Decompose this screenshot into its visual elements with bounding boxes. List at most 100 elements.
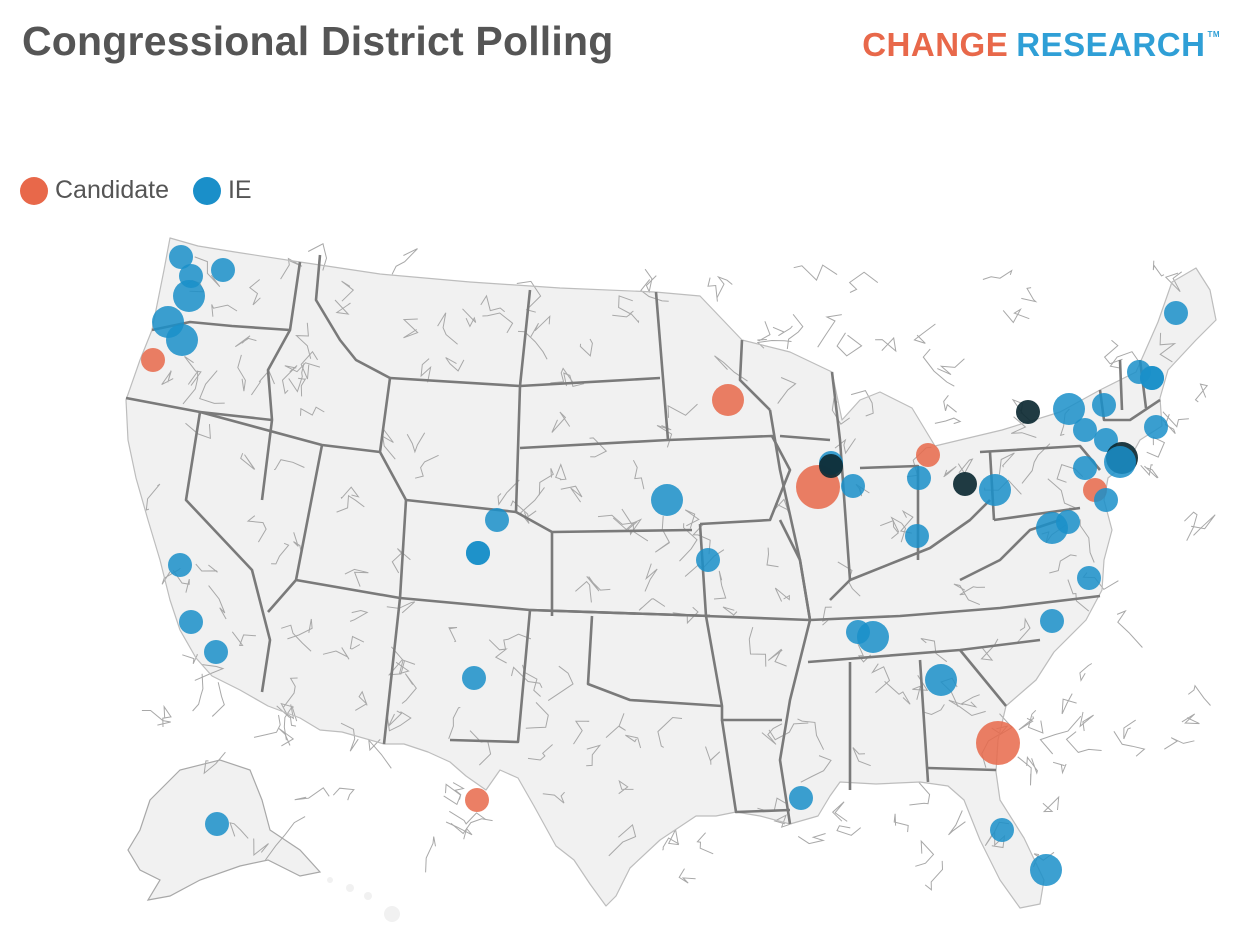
poll-marker-candidate[interactable]: [976, 721, 1020, 765]
poll-marker-ie[interactable]: [1073, 456, 1097, 480]
district-border-line: [530, 315, 551, 337]
district-border-line: [211, 682, 225, 717]
district-border-line: [692, 522, 711, 555]
poll-marker-ie[interactable]: [1144, 415, 1168, 439]
brand-logo: CHANGE RESEARCH TM: [862, 26, 1220, 64]
poll-marker-ie[interactable]: [1077, 566, 1101, 590]
district-border-line: [450, 818, 493, 835]
district-border-line: [538, 468, 554, 496]
poll-marker-ie[interactable]: [1104, 446, 1136, 478]
district-border-line: [1067, 579, 1090, 612]
district-border-line: [800, 755, 832, 783]
poll-marker-ie[interactable]: [204, 640, 228, 664]
poll-marker-ie[interactable]: [466, 541, 490, 565]
district-border-line: [1187, 684, 1211, 706]
poll-marker-ie[interactable]: [205, 812, 229, 836]
district-border-line: [1162, 414, 1176, 435]
poll-marker-ie[interactable]: [173, 280, 205, 312]
poll-marker-overlap[interactable]: [819, 454, 843, 478]
poll-marker-ie[interactable]: [462, 666, 486, 690]
sc-border: [958, 649, 1008, 707]
district-border-line: [248, 279, 261, 306]
district-border-line: [774, 587, 790, 602]
district-border-line: [920, 638, 948, 663]
district-border-line: [182, 653, 198, 665]
ie-marker-icon: [192, 176, 221, 205]
poll-marker-candidate[interactable]: [465, 788, 489, 812]
district-border-line: [1116, 609, 1143, 648]
district-border-line: [943, 394, 957, 413]
district-border-line: [293, 532, 303, 555]
poll-marker-ie[interactable]: [1030, 854, 1062, 886]
brand-logo-research: RESEARCH: [1016, 26, 1206, 63]
poll-marker-ie[interactable]: [651, 484, 683, 516]
district-border-line: [1164, 271, 1183, 293]
poll-marker-ie[interactable]: [1053, 393, 1085, 425]
district-border-line: [912, 675, 929, 700]
district-border-line: [497, 479, 520, 506]
district-border-line: [586, 744, 602, 767]
poll-marker-ie[interactable]: [979, 474, 1011, 506]
poll-marker-ie[interactable]: [841, 474, 865, 498]
district-border-line: [386, 711, 412, 732]
district-border-line: [768, 722, 809, 741]
poll-marker-ie[interactable]: [1092, 393, 1116, 417]
outline-border: [125, 237, 1217, 909]
poll-marker-ie[interactable]: [905, 524, 929, 548]
poll-marker-ie[interactable]: [857, 621, 889, 653]
district-border-line: [1052, 761, 1067, 775]
district-border-line: [667, 403, 698, 418]
poll-marker-ie[interactable]: [990, 818, 1014, 842]
district-border-line: [1164, 737, 1195, 750]
district-border-line: [280, 257, 303, 280]
district-border-line: [756, 339, 792, 349]
legend-item-candidate[interactable]: Candidate: [20, 176, 169, 205]
poll-marker-ie[interactable]: [907, 466, 931, 490]
district-border-line: [834, 438, 856, 455]
district-border-line: [836, 332, 863, 357]
district-border-line: [612, 313, 640, 324]
district-border-line: [295, 322, 312, 359]
candidate-marker-icon: [20, 176, 48, 205]
poll-marker-ie[interactable]: [211, 258, 235, 282]
poll-marker-overlap[interactable]: [1016, 400, 1040, 424]
poll-marker-ie[interactable]: [925, 664, 957, 696]
district-border-line: [1021, 443, 1051, 484]
poll-marker-ie[interactable]: [179, 610, 203, 634]
poll-marker-ie[interactable]: [485, 508, 509, 532]
poll-marker-ie[interactable]: [696, 548, 720, 572]
district-border-line: [283, 677, 298, 708]
legend-item-ie[interactable]: IE: [192, 176, 252, 205]
poll-marker-candidate[interactable]: [141, 348, 165, 372]
district-border-line: [797, 833, 826, 845]
poll-marker-ie[interactable]: [1094, 488, 1118, 512]
poll-marker-overlap[interactable]: [953, 472, 977, 496]
poll-marker-ie[interactable]: [168, 553, 192, 577]
poll-marker-ie[interactable]: [169, 245, 193, 269]
poll-marker-ie[interactable]: [1056, 510, 1080, 534]
district-border-line: [300, 350, 319, 380]
district-border-line: [831, 801, 848, 822]
nm-tx-line: [449, 609, 532, 744]
district-border-line: [287, 618, 313, 640]
poll-marker-ie[interactable]: [1140, 366, 1164, 390]
district-border-line: [550, 367, 575, 384]
ky-tn-border: [809, 594, 1101, 622]
district-border-line: [786, 313, 804, 350]
district-border-line: [516, 280, 542, 313]
district-border-line: [229, 822, 249, 839]
poll-marker-candidate[interactable]: [916, 443, 940, 467]
poll-marker-ie[interactable]: [1073, 418, 1097, 442]
poll-marker-ie[interactable]: [1164, 301, 1188, 325]
district-border-line: [246, 515, 267, 543]
poll-marker-ie[interactable]: [1040, 609, 1064, 633]
poll-marker-ie[interactable]: [789, 786, 813, 810]
district-border-line: [300, 406, 325, 416]
poll-marker-candidate[interactable]: [712, 384, 744, 416]
district-border-line: [761, 723, 783, 745]
district-border-line: [1109, 351, 1139, 369]
district-border-line: [1146, 436, 1166, 458]
district-border-line: [503, 633, 532, 650]
poll-marker-ie[interactable]: [166, 324, 198, 356]
